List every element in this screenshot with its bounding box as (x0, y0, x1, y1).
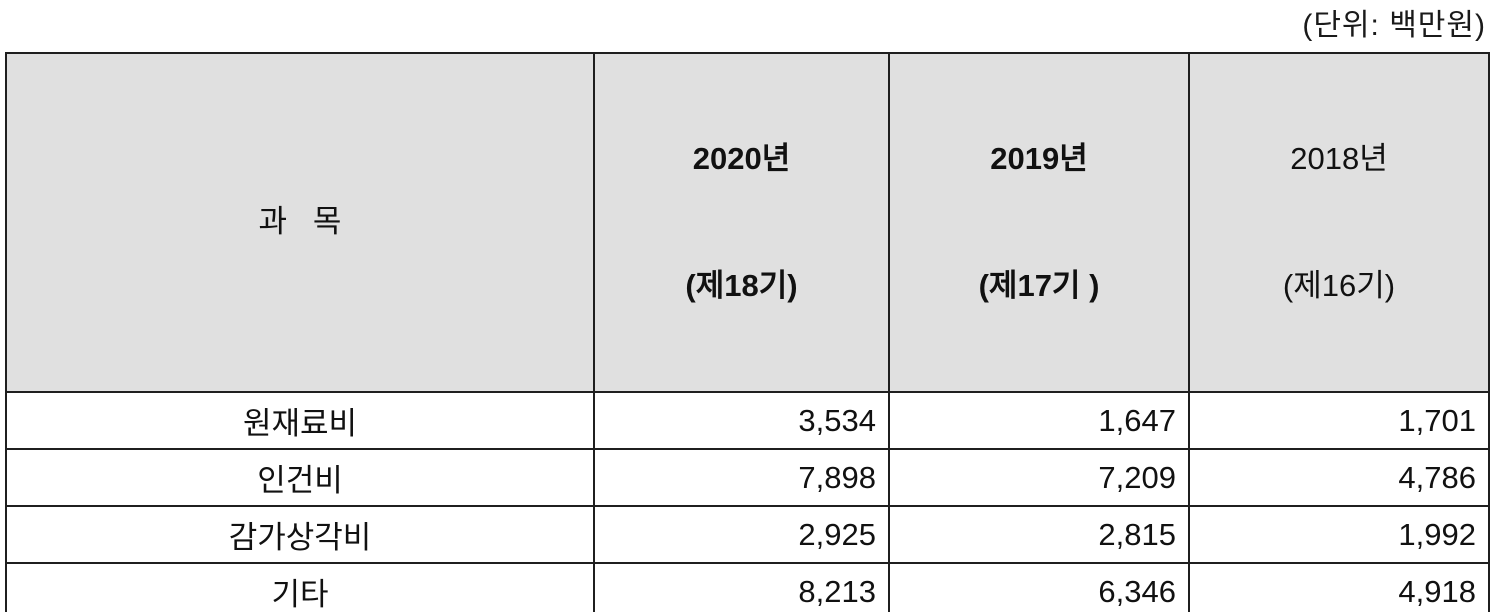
value-2018: 4,786 (1188, 448, 1490, 508)
rnd-expense-table: 과 목 2020년 (제18기) 2019년 (제17기 ) 2018년 (제1… (5, 51, 1490, 612)
header-year-2020-line1: 2020년 (692, 140, 791, 176)
header-year-2020: 2020년 (제18기) (593, 51, 890, 394)
value-2018: 4,918 (1188, 562, 1490, 612)
table-row-raw-material-cost: 원재료비 3,534 1,647 1,701 (5, 391, 1490, 451)
table-row-labor-cost: 인건비 7,898 7,209 4,786 (5, 448, 1490, 508)
unit-label: (단위: 백만원) (1302, 9, 1486, 42)
value-2020: 8,213 (593, 562, 890, 612)
value-2019: 1,647 (888, 391, 1190, 451)
value-2020: 2,925 (593, 505, 890, 565)
header-year-2018-line1: 2018년 (1290, 140, 1388, 176)
table-body: 원재료비 3,534 1,647 1,701 인건비 7,898 7,209 4… (5, 391, 1490, 612)
value-2019: 6,346 (888, 562, 1190, 612)
row-label: 감가상각비 (5, 505, 595, 565)
value-2018: 1,992 (1188, 505, 1490, 565)
value-2018: 1,701 (1188, 391, 1490, 451)
header-year-2018-line2: (제16기) (1282, 267, 1396, 303)
header-year-2019-line2: (제17기 ) (978, 267, 1100, 303)
table-header: 과 목 2020년 (제18기) 2019년 (제17기 ) 2018년 (제1… (5, 51, 1490, 394)
header-year-2020-line2: (제18기) (685, 267, 798, 303)
header-row: 과 목 2020년 (제18기) 2019년 (제17기 ) 2018년 (제1… (5, 51, 1490, 394)
value-2020: 3,534 (593, 391, 890, 451)
header-subject: 과 목 (5, 51, 595, 394)
row-label: 기타 (5, 562, 595, 612)
value-2019: 2,815 (888, 505, 1190, 565)
table-row-depreciation: 감가상각비 2,925 2,815 1,992 (5, 505, 1490, 565)
value-2019: 7,209 (888, 448, 1190, 508)
header-year-2019-line1: 2019년 (990, 140, 1088, 176)
value-2020: 7,898 (593, 448, 890, 508)
header-year-2019: 2019년 (제17기 ) (888, 51, 1190, 394)
table-row-other: 기타 8,213 6,346 4,918 (5, 562, 1490, 612)
header-year-2018: 2018년 (제16기) (1188, 51, 1490, 394)
row-label: 원재료비 (5, 391, 595, 451)
row-label: 인건비 (5, 448, 595, 508)
